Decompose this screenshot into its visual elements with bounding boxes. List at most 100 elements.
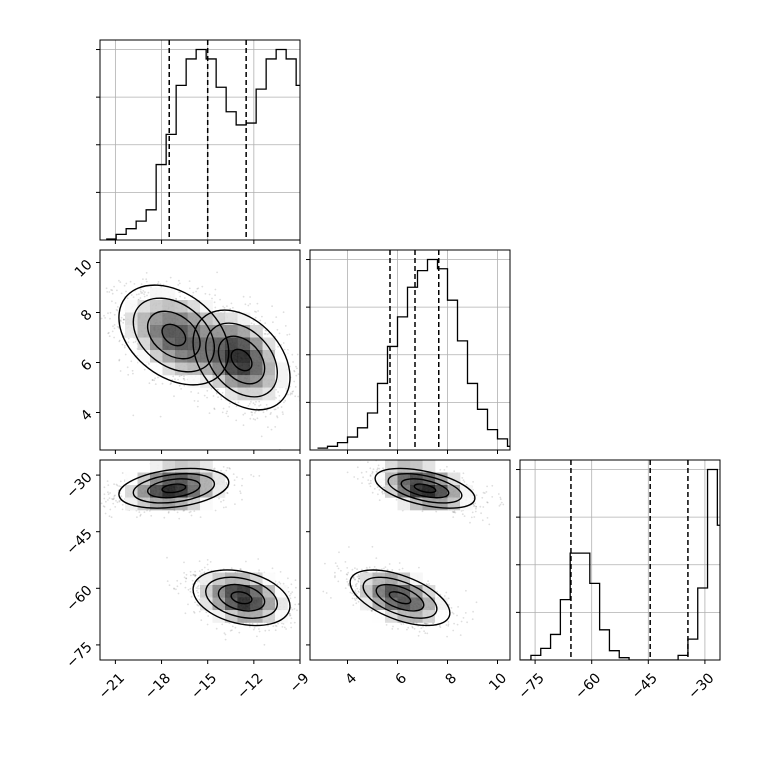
data-point [275, 397, 277, 399]
data-point [189, 510, 192, 513]
data-point [203, 566, 206, 569]
data-point [289, 597, 292, 600]
data-point [226, 491, 229, 494]
data-point [254, 418, 257, 421]
data-point [176, 511, 179, 514]
data-point [157, 281, 160, 283]
data-point [121, 343, 124, 346]
scatter-panel-3-1 [96, 459, 301, 664]
data-point [107, 493, 110, 496]
density-cell [187, 375, 201, 388]
data-point [254, 403, 256, 406]
data-point [244, 412, 246, 415]
data-point [116, 289, 118, 292]
data-point [266, 333, 269, 336]
data-point [257, 558, 260, 560]
data-point [139, 290, 142, 293]
data-point [267, 426, 269, 429]
data-point [144, 291, 146, 293]
data-point [271, 305, 273, 308]
density-contour [217, 335, 266, 385]
histogram-panel-1 [96, 39, 301, 244]
data-point [283, 626, 286, 629]
data-point [251, 411, 254, 414]
density-cell [200, 300, 213, 313]
density-cell [262, 362, 276, 376]
data-point [129, 280, 132, 283]
data-point [288, 333, 291, 336]
data-point [259, 319, 262, 322]
data-point [210, 387, 213, 390]
data-point [311, 380, 313, 382]
data-point [184, 612, 187, 615]
data-point [282, 311, 285, 314]
data-point [226, 467, 229, 469]
data-point [242, 424, 245, 427]
data-point [294, 395, 297, 398]
data-point [301, 400, 303, 402]
data-point [113, 285, 115, 288]
data-point [264, 329, 267, 332]
density-contour [161, 323, 187, 347]
data-point [140, 292, 143, 294]
data-point [227, 415, 230, 418]
data-point [258, 405, 260, 407]
data-point [196, 287, 199, 290]
data-point [126, 297, 129, 300]
data-point [151, 379, 154, 381]
data-point [145, 278, 148, 281]
data-point [250, 322, 253, 325]
axes-frame [99, 249, 301, 451]
data-point [130, 294, 133, 296]
data-point [250, 474, 253, 476]
data-point [307, 357, 309, 359]
data-point [238, 631, 241, 634]
data-point [109, 508, 112, 511]
data-point [103, 506, 106, 508]
data-point [116, 306, 119, 308]
data-point [285, 388, 287, 390]
data-point [197, 604, 200, 607]
density-cell [250, 325, 263, 338]
data-point [159, 415, 162, 418]
data-point [277, 391, 279, 393]
data-point [231, 629, 233, 631]
data-point [123, 318, 125, 321]
data-point [106, 291, 109, 293]
density-cell [237, 375, 251, 388]
data-point [180, 388, 183, 390]
data-point [276, 416, 279, 419]
data-point [223, 306, 226, 309]
data-point [193, 610, 195, 613]
data-point [112, 325, 114, 328]
data-point [113, 497, 115, 499]
density-cell [162, 337, 176, 351]
density-cell [150, 350, 163, 363]
data-point [119, 485, 122, 488]
data-point [183, 384, 186, 387]
data-point [205, 611, 208, 614]
data-point [169, 276, 172, 279]
data-point [241, 477, 244, 480]
data-point [111, 498, 113, 500]
data-point [177, 284, 180, 286]
data-point [292, 390, 295, 393]
data-point [120, 495, 123, 498]
data-point [193, 510, 196, 512]
density-cell [275, 362, 288, 376]
data-point [182, 377, 185, 380]
data-point [177, 378, 180, 381]
data-point [294, 386, 297, 388]
data-point [116, 501, 119, 504]
density-cell [225, 325, 238, 338]
histogram-step [106, 48, 300, 240]
data-point [138, 293, 140, 296]
data-point [229, 307, 232, 310]
data-point [107, 491, 109, 494]
density-cell [162, 350, 176, 363]
data-point [291, 392, 293, 395]
density-cell [150, 312, 163, 326]
data-point [190, 514, 193, 517]
axes-frame [99, 39, 301, 241]
data-point [221, 623, 224, 626]
